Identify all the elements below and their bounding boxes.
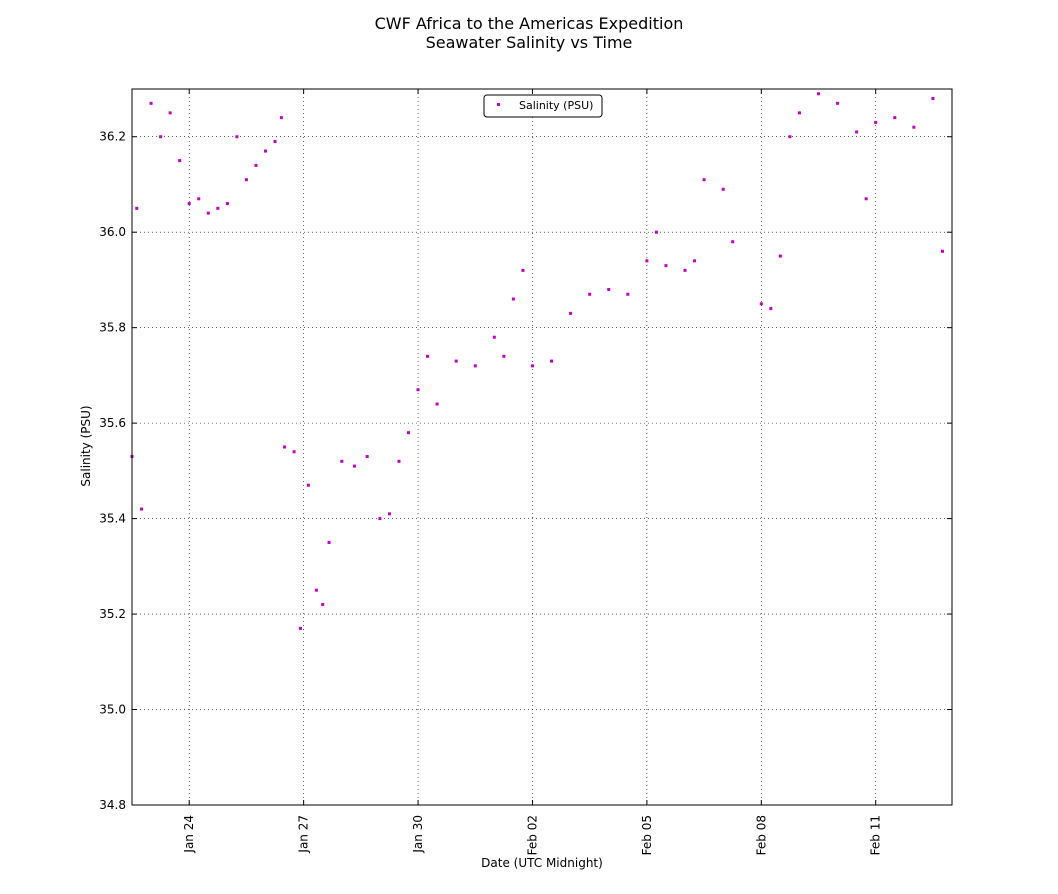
data-point bbox=[197, 197, 201, 201]
data-point bbox=[550, 359, 554, 363]
data-point bbox=[206, 211, 210, 215]
data-point bbox=[135, 206, 139, 210]
data-point bbox=[225, 202, 229, 206]
data-point bbox=[530, 364, 534, 368]
data-point bbox=[769, 307, 773, 311]
y-tick-label: 35.2 bbox=[99, 607, 126, 621]
grid-lines bbox=[132, 89, 952, 805]
data-point bbox=[365, 455, 369, 459]
data-point bbox=[283, 445, 287, 449]
data-point bbox=[569, 311, 573, 315]
y-tick-label: 36.2 bbox=[99, 130, 126, 144]
x-tick-label: Feb 02 bbox=[525, 815, 539, 855]
data-point bbox=[327, 540, 331, 544]
data-point bbox=[931, 97, 935, 101]
data-point bbox=[306, 483, 310, 487]
data-point bbox=[607, 287, 611, 291]
data-point bbox=[588, 292, 592, 296]
data-point bbox=[168, 111, 172, 115]
data-point bbox=[416, 388, 420, 392]
data-point bbox=[521, 268, 525, 272]
data-point bbox=[378, 517, 382, 521]
legend: Salinity (PSU) bbox=[483, 94, 603, 118]
data-point bbox=[407, 431, 411, 435]
chart-subtitle: Seawater Salinity vs Time bbox=[425, 33, 633, 52]
data-point bbox=[235, 135, 239, 139]
data-point bbox=[759, 302, 763, 306]
data-point bbox=[893, 116, 897, 120]
data-point bbox=[864, 197, 868, 201]
data-point bbox=[140, 507, 144, 511]
data-point bbox=[314, 588, 318, 592]
data-point bbox=[731, 240, 735, 244]
data-point bbox=[702, 178, 706, 182]
data-point bbox=[159, 135, 163, 139]
data-point bbox=[178, 159, 182, 163]
data-point bbox=[664, 264, 668, 268]
data-point bbox=[654, 230, 658, 234]
data-point bbox=[693, 259, 697, 263]
data-point bbox=[940, 249, 944, 253]
data-point bbox=[502, 354, 506, 358]
data-point bbox=[836, 101, 840, 105]
data-point bbox=[511, 297, 515, 301]
data-point bbox=[788, 135, 792, 139]
data-point bbox=[778, 254, 782, 258]
data-point bbox=[216, 206, 220, 210]
data-point bbox=[149, 101, 153, 105]
data-point bbox=[645, 259, 649, 263]
chart-title: CWF Africa to the Americas Expedition bbox=[374, 14, 684, 33]
legend-box bbox=[483, 94, 603, 118]
data-point bbox=[387, 512, 391, 516]
data-point bbox=[855, 130, 859, 134]
data-point bbox=[492, 335, 496, 339]
data-point bbox=[435, 402, 439, 406]
x-tick-label: Feb 08 bbox=[754, 815, 768, 855]
data-point bbox=[817, 92, 821, 96]
data-points bbox=[130, 92, 944, 630]
data-point bbox=[721, 187, 725, 191]
data-point bbox=[454, 359, 458, 363]
data-point bbox=[874, 120, 878, 124]
data-point bbox=[298, 626, 302, 630]
plot-area bbox=[132, 89, 952, 805]
data-point bbox=[340, 459, 344, 463]
data-point bbox=[187, 202, 191, 206]
y-tick-label: 35.0 bbox=[99, 703, 126, 717]
data-point bbox=[321, 603, 325, 607]
data-point bbox=[797, 111, 801, 115]
data-point bbox=[263, 149, 267, 153]
x-tick-label: Jan 27 bbox=[297, 815, 311, 854]
x-tick-label: Jan 24 bbox=[182, 815, 196, 854]
x-tick-label: Feb 11 bbox=[869, 815, 883, 855]
data-point bbox=[912, 125, 916, 129]
x-tick-label: Jan 30 bbox=[411, 815, 425, 854]
data-point bbox=[683, 268, 687, 272]
data-point bbox=[473, 364, 477, 368]
data-point bbox=[279, 116, 283, 120]
y-tick-label: 34.8 bbox=[99, 798, 126, 812]
data-point bbox=[292, 450, 296, 454]
legend-label: Salinity (PSU) bbox=[519, 99, 593, 112]
data-point bbox=[352, 464, 356, 468]
x-tick-label: Feb 05 bbox=[640, 815, 654, 855]
data-point bbox=[244, 178, 248, 182]
data-point bbox=[426, 354, 430, 358]
data-point bbox=[273, 140, 277, 144]
data-point bbox=[397, 459, 401, 463]
y-tick-label: 35.6 bbox=[99, 416, 126, 430]
y-tick-label: 35.8 bbox=[99, 321, 126, 335]
x-axis-label: Date (UTC Midnight) bbox=[481, 856, 603, 870]
legend-marker bbox=[497, 103, 500, 106]
data-point bbox=[626, 292, 630, 296]
y-tick-label: 35.4 bbox=[99, 512, 126, 526]
y-axis-label: Salinity (PSU) bbox=[79, 405, 93, 487]
axis-ticks: Jan 24 Jan 27 Jan 30 Feb 02 Feb 05 Feb 08 Feb … bbox=[99, 89, 952, 855]
data-point bbox=[254, 163, 258, 167]
plot-frame bbox=[131, 88, 953, 806]
y-tick-label: 36.0 bbox=[99, 225, 126, 239]
